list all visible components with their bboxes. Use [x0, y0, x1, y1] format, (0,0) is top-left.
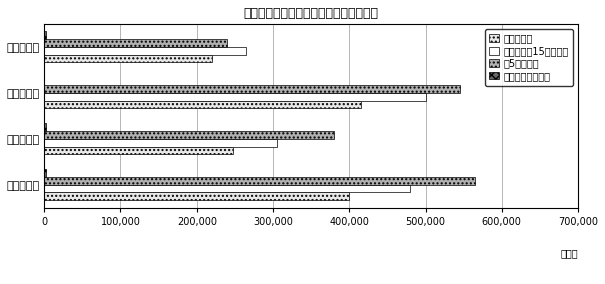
Bar	[44, 139, 277, 147]
Bar	[44, 131, 334, 139]
Bar	[44, 55, 212, 62]
Bar	[44, 39, 227, 47]
Legend: ５万人未満, ５万人以上15万人未満, １5万人以上, 指定都市・特別区: ５万人未満, ５万人以上15万人未満, １5万人以上, 指定都市・特別区	[485, 29, 573, 86]
Bar	[44, 169, 46, 177]
Text: （円）: （円）	[560, 248, 578, 258]
Bar	[44, 123, 46, 131]
Bar	[44, 47, 246, 55]
Bar	[44, 193, 349, 200]
Title: 図３－１　人口規模別にみた学習費総額: 図３－１ 人口規模別にみた学習費総額	[244, 7, 379, 20]
Bar	[44, 177, 475, 185]
Bar	[44, 185, 410, 193]
Bar	[44, 85, 460, 93]
Bar	[44, 147, 234, 154]
Bar	[44, 101, 361, 108]
Bar	[44, 93, 425, 101]
Bar	[44, 31, 46, 39]
